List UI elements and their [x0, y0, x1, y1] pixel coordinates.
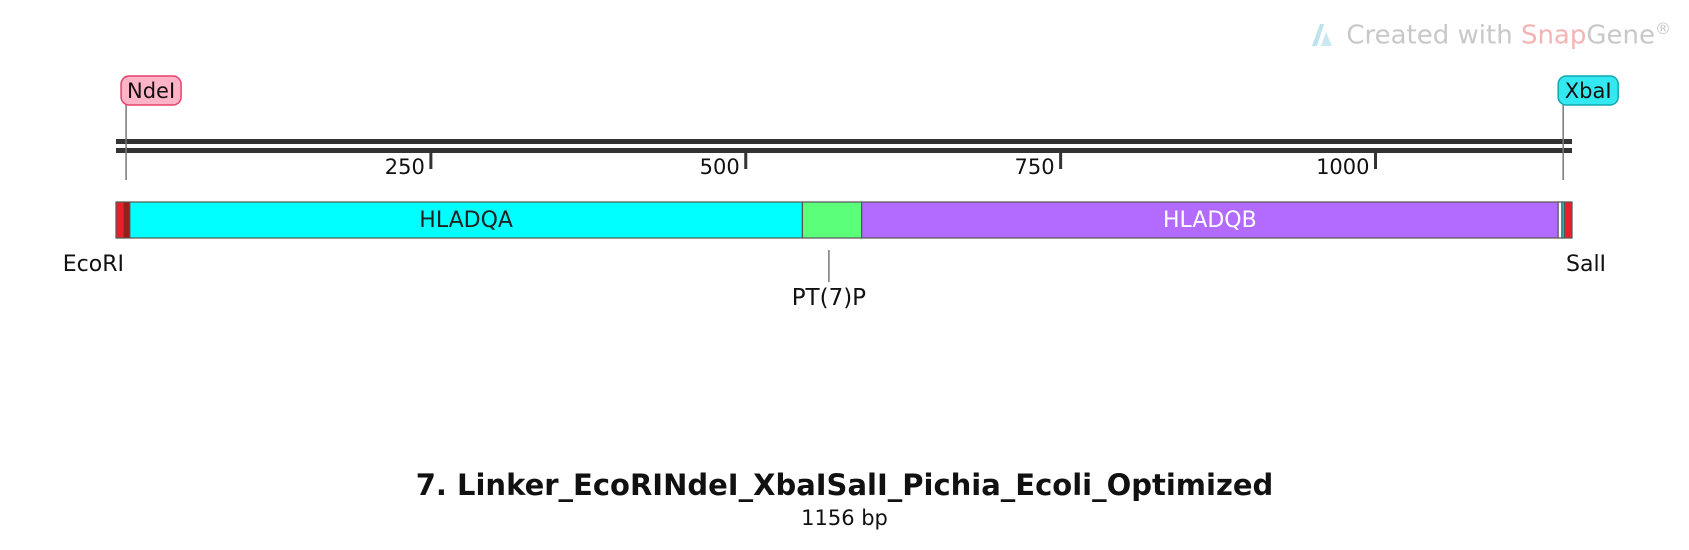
snapgene-logo-icon — [1312, 23, 1333, 46]
tick-label: 250 — [385, 155, 425, 179]
watermark-prefix: Created with — [1346, 20, 1513, 51]
tick-mark — [429, 153, 433, 169]
feature-segment — [861, 201, 1559, 239]
watermark-brand-a: Snap — [1520, 20, 1587, 51]
enzyme-label: NdeI — [127, 79, 175, 103]
feature-segment — [801, 201, 863, 239]
sequence-title: 7. Linker_EcoRINdeI_XbaISalI_Pichia_Ecol… — [415, 468, 1274, 502]
tick-label: 1000 — [1316, 155, 1369, 179]
feature-segment — [115, 201, 125, 239]
backbone-top-strand — [116, 139, 1572, 144]
tick-mark — [1374, 153, 1378, 169]
tick-mark — [1059, 153, 1063, 169]
tick-mark — [744, 153, 748, 169]
tick-label: 500 — [700, 155, 740, 179]
enzyme-label-box — [1557, 75, 1619, 106]
tick-label: 750 — [1015, 155, 1055, 179]
feature-segment — [1563, 201, 1573, 239]
feature-label: HLADQB — [1163, 208, 1257, 233]
enzyme-bottom-label: EcoRI — [63, 252, 124, 277]
watermark-brand-b: Gene — [1586, 20, 1655, 51]
annotation-label: PT(7)P — [792, 285, 866, 311]
feature-segment — [122, 201, 131, 239]
enzyme-label: XbaI — [1565, 79, 1612, 103]
watermark-reg: ® — [1655, 19, 1671, 38]
enzyme-label-box — [120, 75, 182, 106]
enzyme-bottom-label: SalI — [1566, 252, 1606, 277]
snapgene-watermark: Created with SnapGene® — [1308, 19, 1671, 51]
backbone-bottom-strand — [116, 148, 1572, 153]
feature-label: HLADQA — [419, 208, 513, 233]
sequence-length: 1156 bp — [801, 506, 888, 530]
